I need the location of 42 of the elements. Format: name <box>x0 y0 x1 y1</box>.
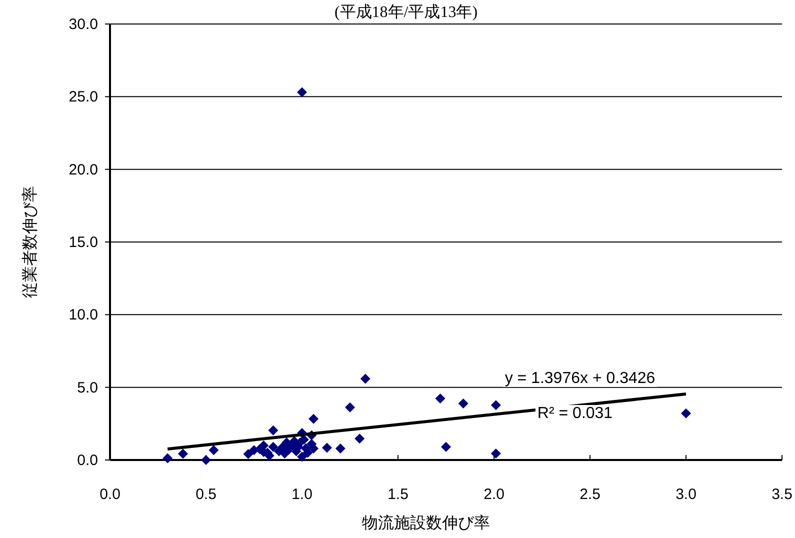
y-tick-label: 0.0 <box>77 452 98 469</box>
x-tick-label: 2.5 <box>580 486 600 503</box>
x-tick-label: 1.0 <box>292 486 312 503</box>
point <box>681 408 691 418</box>
point <box>201 455 211 465</box>
point <box>297 452 307 462</box>
y-tick-label: 5.0 <box>77 379 98 396</box>
point <box>441 442 451 452</box>
point <box>335 444 346 454</box>
point <box>490 400 501 410</box>
annotation: y = 1.3976x + 0.3426 <box>504 370 656 387</box>
point <box>162 453 173 464</box>
x-tick-label: 2.0 <box>484 486 504 503</box>
x-tick-label: 3.5 <box>772 486 792 503</box>
y-tick-label: 25.0 <box>68 88 98 106</box>
point <box>178 448 188 459</box>
x-tick-label: 0.5 <box>196 486 216 503</box>
y-tick-label: 15.0 <box>68 234 98 251</box>
x-tick-label: 3.0 <box>676 486 696 503</box>
point <box>458 398 468 408</box>
x-tick-label: 0.0 <box>100 486 120 503</box>
y-axis-title: 従業者数伸び率 <box>21 186 39 298</box>
point <box>322 442 332 453</box>
y-tick-label: 10.0 <box>68 306 98 324</box>
chart-title: (平成18年/平成13年) <box>334 3 478 21</box>
point <box>308 444 319 454</box>
point <box>360 374 370 384</box>
y-tick-label: 30.0 <box>68 16 98 33</box>
point <box>297 87 307 98</box>
point <box>354 434 365 444</box>
point <box>435 394 446 404</box>
point <box>268 442 278 452</box>
y-tick-label: 20.0 <box>68 161 98 178</box>
point <box>268 425 278 436</box>
point <box>243 449 254 460</box>
point <box>490 448 501 458</box>
point <box>208 445 219 456</box>
point <box>345 402 355 412</box>
x-tick-label: 1.5 <box>388 486 408 503</box>
point <box>308 414 319 424</box>
x-axis-title: 物流施設数伸び率 <box>362 514 490 532</box>
annotation: R² = 0.031 <box>537 405 613 422</box>
